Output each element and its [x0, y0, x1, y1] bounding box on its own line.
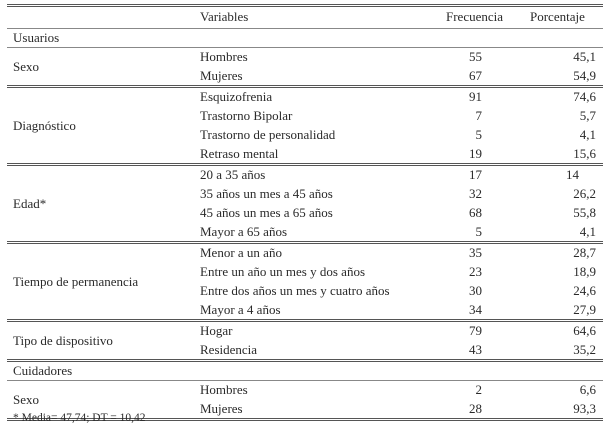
- row-variable: 20 a 35 años: [200, 167, 266, 182]
- row-variable: 45 años un mes a 65 años: [200, 205, 333, 220]
- row-porcentaje: 5,7: [579, 108, 596, 123]
- row-porcentaje: 64,6: [573, 323, 596, 338]
- group-rule: [7, 319, 603, 322]
- group-rule: [7, 418, 603, 421]
- row-porcentaje: 28,7: [573, 245, 596, 260]
- row-variable: Mujeres: [200, 68, 243, 83]
- row-porcentaje: 74,6: [573, 89, 596, 104]
- row-variable: Mujeres: [200, 401, 243, 416]
- row-porcentaje: 93,3: [573, 401, 596, 416]
- group-label: Edad*: [13, 196, 47, 211]
- row-variable: 35 años un mes a 45 años: [200, 186, 333, 201]
- row-porcentaje: 45,1: [573, 49, 596, 64]
- row-variable: Mayor a 65 años: [200, 224, 288, 239]
- row-variable: Trastorno de personalidad: [200, 127, 336, 142]
- row-porcentaje: 6,6: [579, 382, 596, 397]
- row-frecuencia: 43: [469, 342, 482, 357]
- row-frecuencia: 67: [469, 68, 482, 83]
- row-frecuencia: 34: [469, 302, 482, 317]
- row-variable: Residencia: [200, 342, 258, 357]
- row-porcentaje: 54,9: [573, 68, 596, 83]
- top-rule: [7, 4, 603, 7]
- row-porcentaje: 35,2: [573, 342, 596, 357]
- row-porcentaje: 15,6: [573, 146, 596, 161]
- group-rule: [7, 241, 603, 244]
- row-frecuencia: 79: [469, 323, 482, 338]
- row-porcentaje: 27,9: [573, 302, 596, 317]
- row-variable: Hogar: [200, 323, 233, 338]
- group-rule: [7, 85, 603, 88]
- row-variable: Esquizofrenia: [200, 89, 273, 104]
- header-variables: Variables: [200, 9, 249, 24]
- row-frecuencia: 5: [475, 127, 483, 142]
- row-variable: Hombres: [200, 49, 248, 64]
- row-variable: Hombres: [200, 382, 248, 397]
- group-rule: [7, 359, 603, 362]
- group-rule: [7, 163, 603, 166]
- row-frecuencia: 35: [469, 245, 482, 260]
- footnote: * Media= 47,74; DT = 10,42: [13, 412, 146, 424]
- row-porcentaje: 55,8: [573, 205, 596, 220]
- group-label: Tiempo de permanencia: [13, 274, 139, 289]
- row-frecuencia: 5: [475, 224, 483, 239]
- row-variable: Entre dos años un mes y cuatro años: [200, 283, 390, 298]
- row-porcentaje: 26,2: [573, 186, 596, 201]
- section-title: Cuidadores: [13, 363, 73, 378]
- row-frecuencia: 19: [469, 146, 482, 161]
- group-label: Tipo de dispositivo: [13, 333, 113, 348]
- row-frecuencia: 55: [469, 49, 482, 64]
- section-rule: [7, 380, 603, 381]
- row-variable: Retraso mental: [200, 146, 279, 161]
- row-porcentaje: 4,1: [579, 127, 596, 142]
- row-variable: Mayor a 4 años: [200, 302, 281, 317]
- section-title: Usuarios: [13, 30, 60, 45]
- row-frecuencia: 28: [469, 401, 482, 416]
- row-variable: Trastorno Bipolar: [200, 108, 293, 123]
- row-frecuencia: 23: [469, 264, 482, 279]
- group-label: Diagnóstico: [13, 118, 76, 133]
- row-variable: Menor a un año: [200, 245, 282, 260]
- header-porcentaje: Porcentaje: [530, 9, 585, 24]
- row-frecuencia: 17: [469, 167, 482, 182]
- row-frecuencia: 32: [469, 186, 482, 201]
- row-porcentaje: 18,9: [573, 264, 596, 279]
- row-variable: Entre un año un mes y dos años: [200, 264, 366, 279]
- row-frecuencia: 91: [469, 89, 482, 104]
- header-frecuencia: Frecuencia: [446, 9, 504, 24]
- row-frecuencia: 30: [469, 283, 482, 298]
- section-rule: [7, 47, 603, 48]
- group-label: Sexo: [13, 392, 39, 407]
- row-frecuencia: 7: [475, 108, 483, 123]
- header-rule: [7, 28, 603, 29]
- row-porcentaje: 14: [566, 167, 579, 182]
- row-frecuencia: 68: [469, 205, 482, 220]
- row-porcentaje: 24,6: [573, 283, 596, 298]
- group-label: Sexo: [13, 59, 39, 74]
- row-porcentaje: 4,1: [579, 224, 596, 239]
- row-frecuencia: 2: [475, 382, 483, 397]
